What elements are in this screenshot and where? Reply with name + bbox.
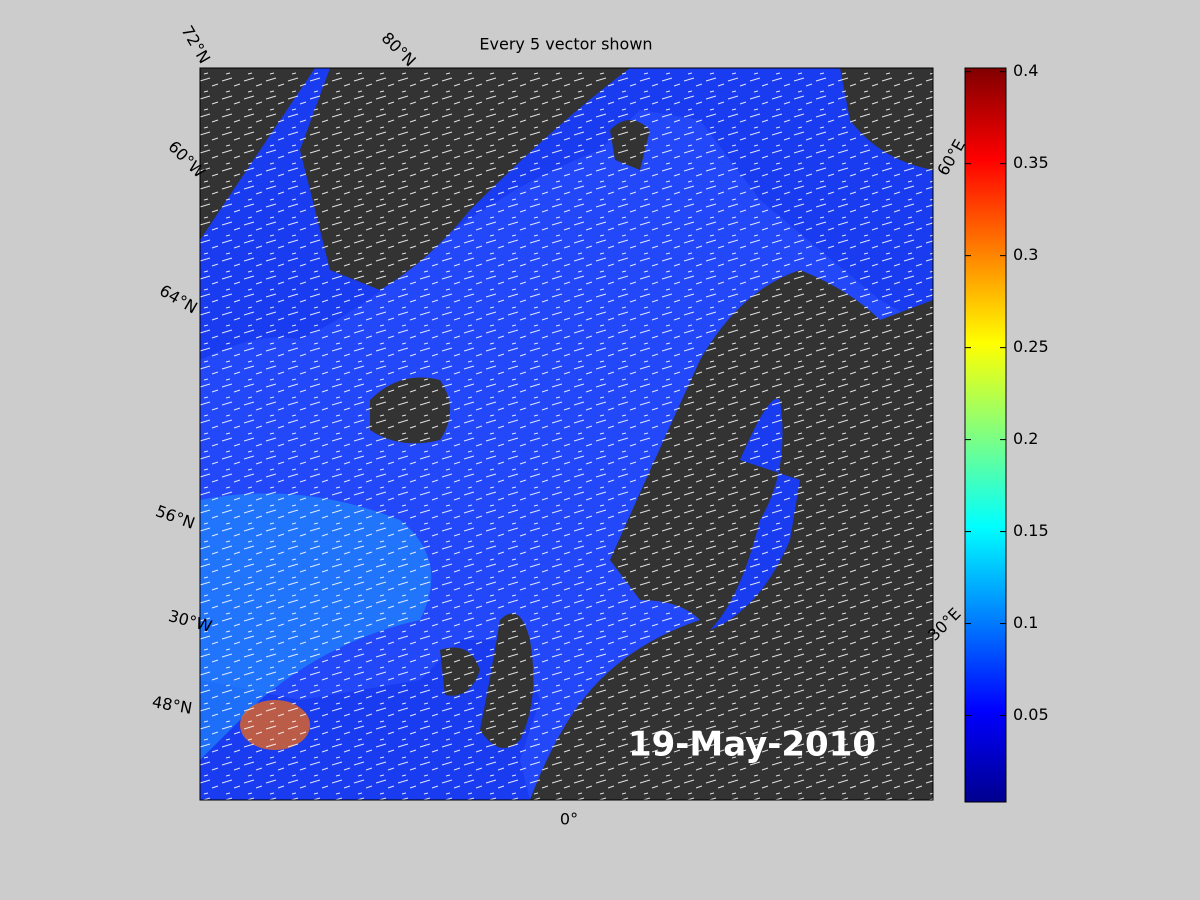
map-frame <box>199 67 934 801</box>
colorbar-tick-label: 0.25 <box>1013 337 1049 356</box>
vector-field <box>200 68 933 800</box>
colorbar-ticks: 0.05 0.1 0.15 0.2 0.25 0.3 0.35 0.4 <box>965 61 1049 724</box>
map-title: Every 5 vector shown <box>479 35 652 54</box>
colorbar-tick-label: 0.35 <box>1013 153 1049 172</box>
map-panel <box>199 67 934 801</box>
colorbar-tick-label: 0.2 <box>1013 429 1038 448</box>
colorbar-tick-label: 0.3 <box>1013 245 1038 264</box>
colorbar-tick-label: 0.05 <box>1013 705 1049 724</box>
colorbar-tick-label: 0.4 <box>1013 61 1038 80</box>
colorbar-tick-label: 0.1 <box>1013 613 1038 632</box>
graticule-label: 0° <box>560 810 578 829</box>
colorbar-tick-label: 0.15 <box>1013 521 1049 540</box>
date-label: 19-May-2010 <box>628 725 876 765</box>
colorbar <box>964 67 1007 803</box>
